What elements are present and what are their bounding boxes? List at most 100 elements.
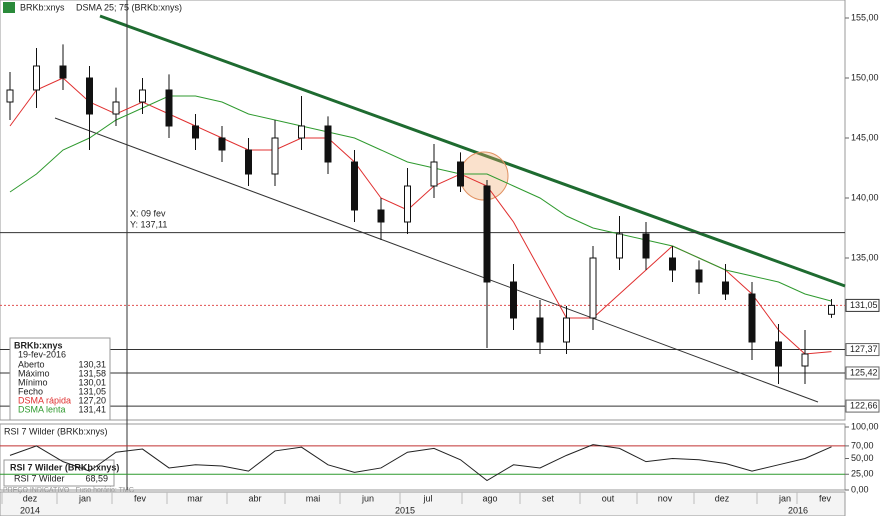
y-tick-label: 135,00 <box>851 252 879 262</box>
month-label: mai <box>306 493 321 503</box>
candle-body <box>218 137 226 151</box>
level-label: 127,37 <box>850 344 878 354</box>
rsi-tick-label: 70,00 <box>851 440 874 450</box>
candle-body <box>669 257 676 271</box>
candle-body <box>457 161 464 187</box>
info-box <box>9 337 111 421</box>
candle-body <box>483 185 491 283</box>
y-tick-label: 155,00 <box>851 12 879 22</box>
rsi-tick-label: 100,00 <box>851 421 879 431</box>
rsi-box <box>3 459 115 487</box>
level-tag <box>845 399 880 413</box>
info-value: 130,31 <box>78 359 106 369</box>
candle-body <box>695 269 703 283</box>
candle-body <box>59 65 67 79</box>
rsi-line <box>9 444 832 482</box>
month-label: mar <box>187 493 203 503</box>
info-label: Máximo <box>18 368 50 378</box>
candle-body <box>6 89 14 103</box>
candle-body <box>298 125 305 139</box>
candle-body <box>33 65 40 91</box>
candle-body <box>112 101 120 115</box>
rsi-tick-label: 0,00 <box>851 484 869 494</box>
candle-body <box>563 317 570 343</box>
info-label: DSMA lenta <box>18 404 66 414</box>
level-tag <box>845 343 880 357</box>
candle-body <box>536 317 544 343</box>
y-tick-label: 145,00 <box>851 132 879 142</box>
month-label: set <box>542 493 555 503</box>
level-label: 122,66 <box>850 400 878 410</box>
month-label: abr <box>248 493 261 503</box>
candle-body <box>828 304 835 315</box>
year-label: 2014 <box>20 505 40 515</box>
candle-body <box>589 257 597 319</box>
month-label: jan <box>778 493 791 503</box>
candle-body <box>722 281 729 295</box>
info-date: 19-fev-2016 <box>18 349 66 359</box>
footer: PREÇO INDICATIVO · Fuso horário: TMG <box>3 487 134 494</box>
rsi-tick-label: 25,00 <box>851 469 874 479</box>
trend-line <box>99 14 846 288</box>
candle-body <box>377 209 385 223</box>
rsi-box-title: RSI 7 Wilder (BRKb:xnys) <box>10 462 119 472</box>
month-label: out <box>602 493 615 503</box>
indicator: DSMA 25; 75 (BRKb:xnys) <box>76 2 182 12</box>
candle-body <box>775 341 782 367</box>
info-value: 127,20 <box>78 395 106 405</box>
month-label: jan <box>78 493 91 503</box>
candle-body <box>271 137 279 175</box>
y-tick-label: 150,00 <box>851 72 879 82</box>
info-label: DSMA rápida <box>18 395 71 405</box>
y-tick-label: 140,00 <box>851 192 879 202</box>
candle-body <box>139 89 146 103</box>
info-label: Fecho <box>18 386 43 396</box>
candle-body <box>86 77 93 115</box>
candle-body <box>616 233 623 259</box>
info-label: Mínimo <box>18 377 48 387</box>
candle-body <box>245 149 252 175</box>
month-label: fev <box>819 493 832 503</box>
candle-body <box>748 293 756 343</box>
candle-body <box>642 233 650 259</box>
last-tag <box>845 298 880 312</box>
x-axis <box>0 491 846 516</box>
month-label: ago <box>482 493 497 503</box>
trend-line <box>54 117 819 403</box>
last-label: 131,05 <box>850 300 878 310</box>
month-label: nov <box>658 493 673 503</box>
rsi-tick-label: 50,00 <box>851 453 874 463</box>
month-label: dez <box>715 493 730 503</box>
logo <box>3 2 15 13</box>
month-label: fev <box>134 493 147 503</box>
year-label: 2016 <box>788 505 808 515</box>
candle-body <box>324 125 332 163</box>
crosshair-y: Y: 137,11 <box>130 219 167 229</box>
candle-body <box>192 125 199 139</box>
candle-body <box>351 161 358 211</box>
info-value: 131,05 <box>78 386 106 396</box>
level-label: 125,42 <box>850 367 878 377</box>
rsi-panel <box>0 423 846 491</box>
info-title: BRKb:xnys <box>14 340 63 350</box>
month-label: jul <box>422 493 432 503</box>
info-value: 131,41 <box>78 404 106 414</box>
candle-body <box>801 353 809 367</box>
rsi-box-label: RSI 7 Wilder <box>14 473 65 483</box>
year-label: 2015 <box>395 505 415 515</box>
info-value: 130,01 <box>78 377 106 387</box>
info-label: Aberto <box>18 359 45 369</box>
month-label: dez <box>23 493 38 503</box>
symbol: BRKb:xnys <box>20 2 65 12</box>
candle-body <box>430 161 438 187</box>
crosshair-x: X: 09 fev <box>130 208 166 218</box>
info-value: 131,58 <box>78 368 106 378</box>
rsi-title: RSI 7 Wilder (BRKb:xnys) <box>4 426 108 436</box>
rsi-box-value: 68,59 <box>85 473 108 483</box>
level-tag <box>845 366 880 380</box>
moving-average <box>9 95 832 302</box>
candle-body <box>404 185 411 223</box>
month-label: jun <box>361 493 374 503</box>
candle-body <box>510 281 517 319</box>
